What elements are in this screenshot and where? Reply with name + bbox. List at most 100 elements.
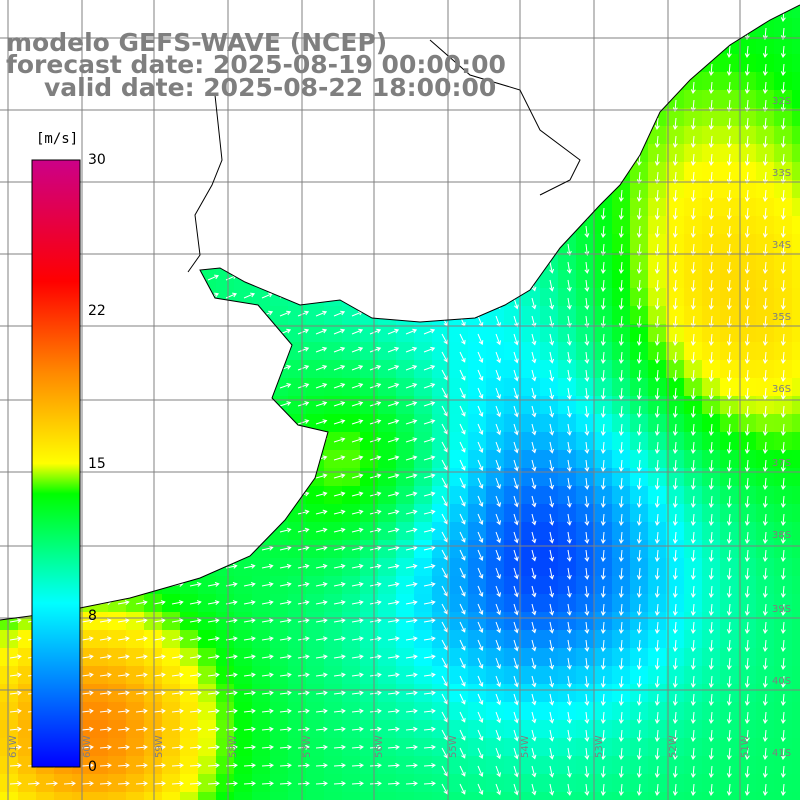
wind-arrow — [459, 567, 466, 579]
wind-speed-cell — [378, 738, 397, 757]
wind-speed-cell — [648, 270, 667, 289]
wind-arrow — [744, 189, 750, 202]
wind-speed-cell — [396, 774, 415, 793]
wind-arrow — [423, 672, 436, 678]
wind-arrow — [351, 419, 364, 425]
wind-speed-cell — [486, 432, 505, 451]
wind-arrow — [117, 781, 130, 787]
wind-speed-cell — [792, 504, 800, 523]
wind-arrow — [405, 455, 418, 461]
wind-arrow — [441, 603, 448, 615]
wind-speed-cell — [486, 684, 505, 703]
wind-arrow — [726, 549, 732, 562]
wind-arrow — [780, 783, 786, 796]
wind-arrow — [618, 513, 624, 526]
wind-speed-cell — [558, 720, 577, 739]
wind-arrow — [351, 437, 364, 443]
wind-speed-cell — [792, 342, 800, 361]
wind-arrow — [477, 387, 484, 399]
wind-arrow — [279, 726, 292, 732]
wind-speed-cell — [144, 666, 163, 685]
wind-speed-cell — [522, 684, 541, 703]
wind-speed-cell — [756, 378, 775, 397]
wind-speed-cell — [774, 756, 793, 775]
wind-speed-cell — [414, 684, 433, 703]
wind-arrow — [297, 726, 310, 732]
wind-arrow — [690, 657, 696, 670]
wind-speed-cell — [576, 648, 595, 667]
wind-arrow — [369, 582, 382, 587]
wind-speed-cell — [630, 720, 649, 739]
wind-speed-cell — [0, 738, 19, 757]
wind-speed-cell — [576, 630, 595, 649]
wind-speed-cell — [558, 468, 577, 487]
wind-arrow — [135, 690, 148, 696]
wind-speed-cell — [432, 486, 451, 505]
wind-speed-cell — [792, 702, 800, 721]
wind-arrow — [600, 567, 606, 580]
wind-speed-cell — [342, 324, 361, 343]
wind-speed-cell — [270, 774, 289, 793]
wind-speed-cell — [558, 486, 577, 505]
wind-arrow — [708, 675, 714, 688]
wind-speed-cell — [306, 576, 325, 595]
wind-speed-cell — [738, 306, 757, 325]
wind-arrow — [495, 765, 501, 778]
wind-arrow — [513, 621, 519, 634]
wind-speed-cell — [774, 450, 793, 469]
wind-arrow — [99, 726, 112, 732]
wind-arrow — [566, 261, 572, 274]
wind-speed-cell — [540, 558, 559, 577]
wind-speed-cell — [198, 720, 217, 739]
wind-arrow — [459, 495, 466, 507]
wind-speed-cell — [468, 738, 487, 757]
wind-arrow — [405, 346, 418, 353]
wind-arrow — [477, 657, 484, 669]
wind-speed-cell — [324, 612, 343, 631]
wind-speed-cell — [198, 612, 217, 631]
wind-arrow — [618, 423, 624, 436]
wind-speed-cell — [522, 360, 541, 379]
wind-speed-cell — [360, 792, 379, 800]
wind-speed-cell — [432, 432, 451, 451]
wind-arrow — [744, 765, 750, 778]
wind-speed-cell — [540, 774, 559, 793]
wind-arrow — [618, 387, 624, 400]
wind-speed-cell — [594, 324, 613, 343]
wind-arrow — [279, 672, 292, 678]
wind-speed-cell — [504, 756, 523, 775]
wind-speed-cell — [666, 792, 685, 800]
wind-arrow — [531, 693, 537, 706]
coastline — [0, 4, 800, 621]
wind-speed-cell — [450, 576, 469, 595]
wind-speed-cell — [396, 396, 415, 415]
wind-speed-cell — [504, 360, 523, 379]
wind-arrow — [654, 135, 660, 148]
wind-speed-cell — [486, 738, 505, 757]
wind-arrow — [744, 351, 750, 364]
wind-arrow — [351, 654, 364, 660]
wind-arrow — [584, 513, 590, 526]
wind-arrow — [600, 657, 606, 670]
wind-arrow — [744, 99, 750, 112]
wind-arrow — [672, 315, 678, 328]
wind-speed-cell — [738, 486, 757, 505]
wind-arrow — [495, 549, 501, 562]
wind-arrow — [618, 747, 624, 760]
wind-speed-cell — [594, 792, 613, 800]
wind-speed-cell — [324, 720, 343, 739]
wind-arrow — [369, 545, 382, 551]
wind-speed-cell — [738, 360, 757, 379]
wind-speed-cell — [342, 630, 361, 649]
wind-arrow — [171, 762, 184, 768]
wind-arrow — [762, 135, 768, 148]
wind-arrow — [477, 495, 484, 507]
wind-speed-cell — [612, 270, 631, 289]
wind-arrow — [387, 365, 400, 371]
wind-arrow — [654, 171, 660, 184]
wind-arrow — [708, 531, 714, 544]
wind-arrow — [600, 531, 606, 544]
wind-arrow — [708, 207, 714, 220]
wind-arrow — [531, 585, 537, 598]
wind-speed-cell — [252, 630, 271, 649]
